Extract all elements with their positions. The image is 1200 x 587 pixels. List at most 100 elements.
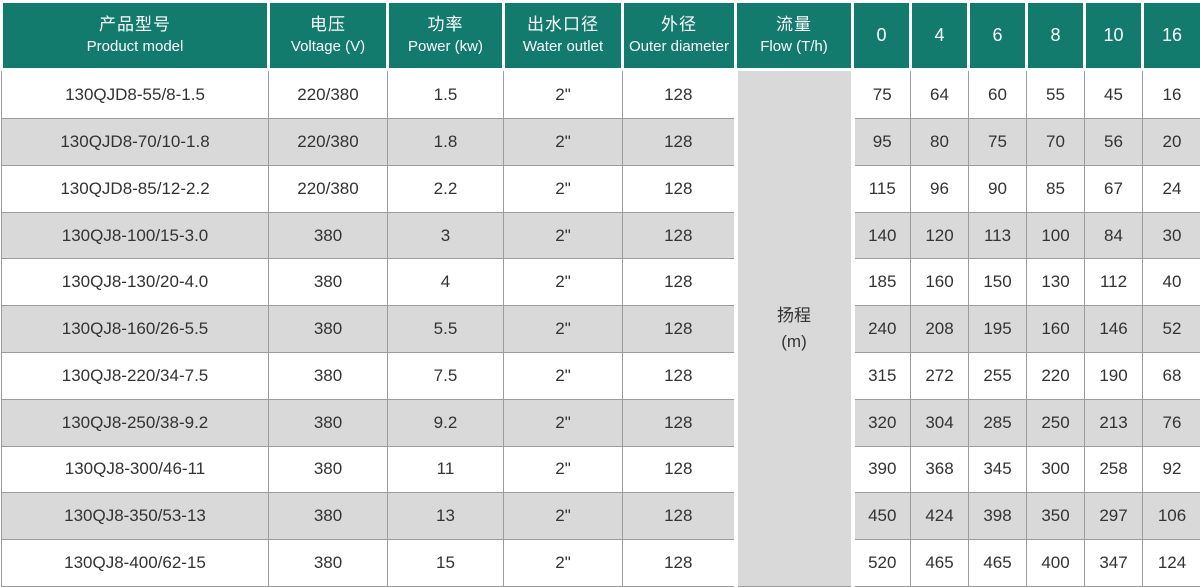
cell-voltage: 380: [268, 211, 388, 260]
cell-power: 1.8: [387, 118, 504, 166]
col-header-power: 功率 Power (kw): [386, 0, 505, 71]
cell-head-value: 80: [910, 118, 969, 166]
cell-outer-diameter: 128: [622, 398, 736, 447]
cell-head-value: 70: [1026, 118, 1085, 166]
table-row: 130QJ8-350/53-13 380 13 2" 128 450 424 398 350 29…: [1, 492, 1200, 541]
cell-head-value: 160: [910, 258, 969, 307]
cell-head-value: 195: [968, 305, 1027, 353]
cell-head-value: 304: [910, 398, 969, 447]
cell-outer-diameter: 128: [622, 352, 736, 400]
cell-outer-diameter: 128: [622, 539, 736, 587]
cell-head-value: 315: [852, 352, 911, 400]
cell-head-value: 64: [910, 68, 969, 120]
cell-head-value: 52: [1142, 305, 1200, 353]
cell-power: 11: [387, 445, 504, 494]
cell-water-outlet: 2": [503, 398, 623, 447]
cell-head-value: 398: [968, 492, 1027, 541]
col-header-product-model: 产品型号 Product model: [0, 0, 270, 71]
cell-power: 1.5: [387, 68, 504, 120]
cell-head-value: 96: [910, 164, 969, 213]
header-label-en: Water outlet: [522, 38, 604, 56]
table-row: 130QJD8-70/10-1.8 220/380 1.8 2" 128 95 80 75 70…: [1, 118, 1200, 166]
cell-power: 7.5: [387, 352, 504, 400]
cell-head-value: 424: [910, 492, 969, 541]
cell-product-model: 130QJ8-300/46-11: [1, 445, 269, 494]
cell-outer-diameter: 128: [622, 492, 736, 541]
cell-power: 4: [387, 258, 504, 307]
head-column-unit: (m): [781, 331, 807, 351]
cell-head-value: 400: [1026, 539, 1085, 587]
cell-head-value: 75: [852, 68, 911, 120]
cell-head-value: 106: [1142, 492, 1200, 541]
header-label-zh: 出水口径: [527, 15, 599, 35]
cell-head-value: 45: [1084, 68, 1143, 120]
cell-head-value: 368: [910, 445, 969, 494]
cell-power: 3: [387, 211, 504, 260]
cell-voltage: 380: [268, 258, 388, 307]
cell-head-value: 130: [1026, 258, 1085, 307]
cell-power: 13: [387, 492, 504, 541]
cell-head-value: 208: [910, 305, 969, 353]
cell-head-value: 85: [1026, 164, 1085, 213]
cell-water-outlet: 2": [503, 118, 623, 166]
cell-product-model: 130QJ8-220/34-7.5: [1, 352, 269, 400]
table-row: 130QJD8-55/8-1.5 220/380 1.5 2" 128 扬程 (m) 75 64…: [1, 68, 1200, 587]
cell-product-model: 130QJD8-55/8-1.5: [1, 68, 269, 120]
col-header-outer-diameter: 外径 Outer diameter: [621, 0, 737, 71]
cell-head-value: 120: [910, 211, 969, 260]
cell-voltage: 380: [268, 398, 388, 447]
header-label-zh: 产品型号: [99, 15, 171, 35]
cell-head-value: 297: [1084, 492, 1143, 541]
cell-head-value: 67: [1084, 164, 1143, 213]
col-header-flow-16: 16: [1141, 0, 1200, 71]
header-label-zh: 外径: [661, 15, 697, 35]
table-row: 130QJ8-400/62-15 380 15 2" 128 520 465 465 400 34…: [1, 539, 1200, 587]
cell-head-value: 240: [852, 305, 911, 353]
cell-head-value: 258: [1084, 445, 1143, 494]
cell-product-model: 130QJD8-70/10-1.8: [1, 118, 269, 166]
col-header-flow-4: 4: [909, 0, 970, 71]
cell-outer-diameter: 128: [622, 211, 736, 260]
col-header-flow: 流量 Flow (T/h): [734, 0, 854, 71]
cell-product-model: 130QJ8-350/53-13: [1, 492, 269, 541]
cell-water-outlet: 2": [503, 305, 623, 353]
cell-head-value: 16: [1142, 68, 1200, 120]
cell-outer-diameter: 128: [622, 258, 736, 307]
table-row: 130QJ8-220/34-7.5 380 7.5 2" 128 315 272 255 220…: [1, 352, 1200, 400]
cell-water-outlet: 2": [503, 352, 623, 400]
header-label-en: Power (kw): [407, 38, 483, 56]
table-row: 130QJD8-85/12-2.2 220/380 2.2 2" 128 115 96 90 8…: [1, 164, 1200, 213]
cell-water-outlet: 2": [503, 258, 623, 307]
table-row: 130QJ8-130/20-4.0 380 4 2" 128 185 160 150 130 11…: [1, 258, 1200, 307]
col-header-flow-8: 8: [1025, 0, 1086, 71]
cell-head-value: 40: [1142, 258, 1200, 307]
cell-voltage: 380: [268, 445, 388, 494]
header-label-en: Flow (T/h): [760, 38, 828, 56]
cell-head-value: 20: [1142, 118, 1200, 166]
table-row: 130QJ8-100/15-3.0 380 3 2" 128 140 120 113 100 84…: [1, 211, 1200, 260]
cell-head-value: 347: [1084, 539, 1143, 587]
cell-voltage: 380: [268, 492, 388, 541]
cell-product-model: 130QJ8-250/38-9.2: [1, 398, 269, 447]
cell-head-value: 150: [968, 258, 1027, 307]
col-header-voltage: 电压 Voltage (V): [267, 0, 389, 71]
cell-water-outlet: 2": [503, 68, 623, 120]
cell-product-model: 130QJ8-400/62-15: [1, 539, 269, 587]
cell-water-outlet: 2": [503, 539, 623, 587]
cell-head-value: 56: [1084, 118, 1143, 166]
cell-head-value: 146: [1084, 305, 1143, 353]
table-row: 130QJ8-250/38-9.2 380 9.2 2" 128 320 304 285 250…: [1, 398, 1200, 447]
cell-head-value: 285: [968, 398, 1027, 447]
col-header-flow-0: 0: [851, 0, 912, 71]
cell-voltage: 380: [268, 539, 388, 587]
cell-head-value: 55: [1026, 68, 1085, 120]
cell-head-value: 185: [852, 258, 911, 307]
header-label-en: Voltage (V): [290, 38, 366, 56]
cell-product-model: 130QJ8-130/20-4.0: [1, 258, 269, 307]
cell-outer-diameter: 128: [622, 164, 736, 213]
cell-head-value: 190: [1084, 352, 1143, 400]
cell-head-value: 68: [1142, 352, 1200, 400]
header-label-zh: 功率: [427, 15, 464, 35]
header-label-zh: 流量: [776, 15, 812, 35]
